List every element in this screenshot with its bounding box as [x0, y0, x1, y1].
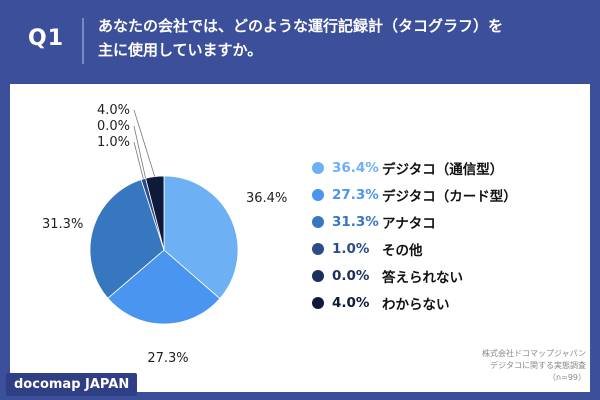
data-label-1: 27.3% [147, 351, 188, 366]
pie-slice-1 [107, 249, 221, 325]
legend-label-5: わからない [382, 297, 450, 313]
legend-value-1: 27.3% [332, 187, 379, 203]
brand-logo: docomap JAPAN [6, 373, 138, 396]
survey-credit: 株式会社ドコマップジャパン デジタコに関する実態調査 （n=99） [482, 348, 586, 384]
legend-marker-2 [312, 216, 324, 228]
credit-survey: デジタコに関する実態調査 [490, 361, 586, 370]
legend-label-4: 答えられない [382, 270, 463, 286]
legend-label-1: デジタコ（カード型） [382, 189, 517, 205]
data-label-3: 1.0% [97, 135, 130, 150]
legend-item-5: 4.0% わからない [312, 293, 450, 313]
data-label-4: 0.0% [97, 119, 130, 134]
legend-value-4: 0.0% [332, 268, 370, 284]
legend-value-2: 31.3% [332, 214, 379, 230]
legend-value-0: 36.4% [332, 160, 379, 176]
question-title-line-1: あなたの会社では、どのような運行記録計（タコグラフ）を [98, 17, 504, 35]
pie-slice-2 [89, 179, 165, 299]
data-label-0: 36.4% [246, 191, 287, 206]
data-label-5: 4.0% [97, 103, 130, 118]
leader-line-5 [133, 109, 156, 177]
legend-marker-5 [312, 297, 324, 309]
legend-label-0: デジタコ（通信型） [382, 162, 504, 178]
credit-sample-size: （n=99） [548, 373, 586, 382]
legend-marker-0 [312, 162, 324, 174]
legend-value-5: 4.0% [332, 295, 370, 311]
question-number: Q1 [28, 26, 65, 51]
question-title: あなたの会社では、どのような運行記録計（タコグラフ）を 主に使用していますか。 [98, 14, 588, 62]
legend-marker-3 [312, 243, 324, 255]
legend-item-2: 31.3% アナタコ [312, 212, 436, 232]
legend-item-3: 1.0% その他 [312, 239, 423, 259]
pie-slice-0 [163, 175, 239, 300]
question-header: Q1 あなたの会社では、どのような運行記録計（タコグラフ）を 主に使用しています… [0, 0, 600, 80]
data-label-2: 31.3% [42, 217, 83, 232]
legend-value-3: 1.0% [332, 241, 370, 257]
header-divider [82, 18, 84, 64]
legend-item-1: 27.3% デジタコ（カード型） [312, 185, 517, 205]
legend-label-3: その他 [382, 243, 423, 259]
legend-marker-4 [312, 270, 324, 282]
leader-line-3 [133, 141, 144, 180]
legend-marker-1 [312, 189, 324, 201]
legend-item-0: 36.4% デジタコ（通信型） [312, 158, 503, 178]
legend-item-4: 0.0% 答えられない [312, 266, 463, 286]
leader-line-4 [133, 125, 146, 179]
legend-label-2: アナタコ [382, 216, 436, 232]
credit-company: 株式会社ドコマップジャパン [482, 349, 586, 358]
question-title-line-2: 主に使用していますか。 [98, 41, 263, 59]
